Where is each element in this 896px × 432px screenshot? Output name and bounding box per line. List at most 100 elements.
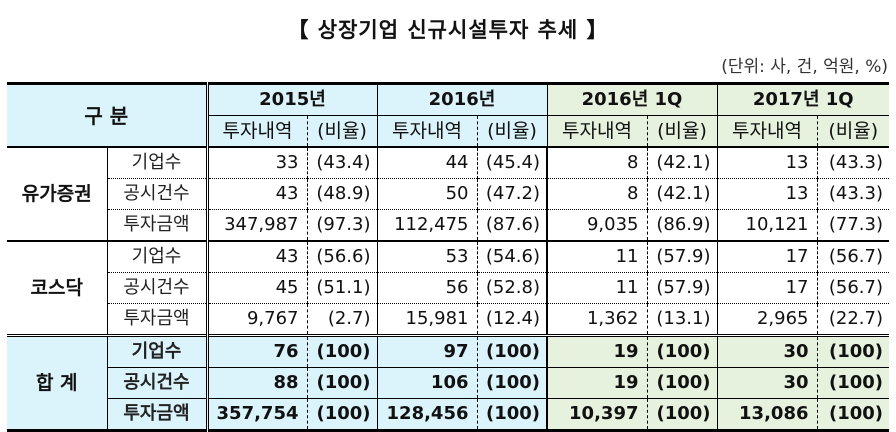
cell-amount: 43: [205, 240, 307, 273]
table-row: 투자금액 357,754 (100) 128,456 (100) 10,397 …: [7, 398, 889, 431]
cell-ratio: (100): [816, 367, 889, 399]
row-label: 기업수: [107, 334, 207, 368]
cell-ratio: (54.6): [476, 240, 547, 273]
cell-amount: 347,987: [205, 209, 307, 241]
investment-table: 구 분 2015년 2016년 2016년 1Q 2017년 1Q 투자내역 (…: [7, 82, 889, 432]
group-label-total: 합 계: [7, 334, 108, 431]
cell-ratio: (100): [306, 398, 377, 431]
cell-amount: 10,397: [546, 398, 647, 431]
table-row: 유가증권 기업수 33 (43.4) 44 (45.4) 8 (42.1) 13…: [7, 146, 889, 241]
cell-amount: 17: [716, 272, 817, 304]
sub-header-amount: 투자내역: [546, 115, 647, 147]
cell-ratio: (100): [306, 334, 377, 368]
cell-ratio: (13.1): [646, 303, 717, 336]
row-label: 투자금액: [107, 209, 207, 241]
cell-ratio: (22.7): [816, 303, 889, 336]
cell-ratio: (100): [476, 398, 547, 431]
sub-header-ratio: (비율): [306, 115, 377, 147]
row-label: 투자금액: [107, 303, 207, 336]
cell-amount: 357,754: [205, 398, 307, 431]
group-label-kospi: 유가증권: [7, 146, 108, 241]
cell-amount: 17: [716, 240, 817, 273]
row-label: 공시건수: [107, 178, 207, 210]
cell-amount: 88: [205, 367, 307, 399]
cell-amount: 128,456: [376, 398, 477, 431]
page-title: 【 상장기업 신규시설투자 추세 】: [287, 18, 609, 42]
sub-header-amount: 투자내역: [376, 115, 477, 147]
cell-ratio: (100): [816, 398, 889, 431]
cell-ratio: (100): [646, 334, 717, 368]
cell-ratio: (47.2): [476, 178, 547, 210]
cell-amount: 15,981: [376, 303, 477, 336]
cell-amount: 11: [546, 272, 647, 304]
cell-amount: 97: [376, 334, 477, 368]
cell-ratio: (100): [646, 398, 717, 431]
cell-amount: 2,965: [716, 303, 817, 336]
cell-amount: 43: [205, 178, 307, 210]
cell-ratio: (51.1): [306, 272, 377, 304]
cell-ratio: (56.7): [816, 240, 889, 273]
cell-ratio: (100): [646, 367, 717, 399]
cell-amount: 1,362: [546, 303, 647, 336]
cell-ratio: (45.4): [476, 146, 547, 179]
cell-amount: 56: [376, 272, 477, 304]
cell-ratio: (100): [816, 334, 889, 368]
row-label: 공시건수: [107, 367, 207, 399]
cell-ratio: (12.4): [476, 303, 547, 336]
cell-amount: 11: [546, 240, 647, 273]
cell-ratio: (42.1): [646, 146, 717, 179]
table-row: 공시건수 43 (48.9) 50 (47.2) 8 (42.1) 13 (43…: [7, 178, 889, 210]
cell-amount: 13: [716, 178, 817, 210]
table-row: 공시건수 45 (51.1) 56 (52.8) 11 (57.9) 17 (5…: [7, 272, 889, 304]
cell-amount: 44: [376, 146, 477, 179]
cell-amount: 76: [205, 334, 307, 368]
cell-ratio: (97.3): [306, 209, 377, 241]
group-label-kosdaq: 코스닥: [7, 240, 108, 336]
sub-header-ratio: (비율): [646, 115, 717, 147]
cell-amount: 33: [205, 146, 307, 179]
sub-header-ratio: (비율): [476, 115, 547, 147]
cell-ratio: (87.6): [476, 209, 547, 241]
cell-amount: 19: [546, 334, 647, 368]
sub-header-amount: 투자내역: [716, 115, 817, 147]
table-row: 투자금액 9,767 (2.7) 15,981 (12.4) 1,362 (13…: [7, 303, 889, 336]
cell-amount: 19: [546, 367, 647, 399]
cell-ratio: (57.9): [646, 240, 717, 273]
period-header-2015: 2015년: [205, 83, 377, 116]
cell-ratio: (43.3): [816, 178, 889, 210]
table-row: 투자금액 347,987 (97.3) 112,475 (87.6) 9,035…: [7, 209, 889, 241]
table-row: 공시건수 88 (100) 106 (100) 19 (100) 30 (100…: [7, 367, 889, 399]
cell-amount: 9,767: [205, 303, 307, 336]
cell-amount: 13,086: [716, 398, 817, 431]
sub-header-ratio: (비율): [816, 115, 889, 147]
cell-amount: 9,035: [546, 209, 647, 241]
cell-ratio: (100): [476, 367, 547, 399]
sub-header-amount: 투자내역: [205, 115, 307, 147]
cell-amount: 8: [546, 146, 647, 179]
period-header-2016: 2016년: [376, 83, 547, 116]
table-row: 코스닥 기업수 43 (56.6) 53 (54.6) 11 (57.9) 17…: [7, 240, 889, 336]
row-label: 공시건수: [107, 272, 207, 304]
cell-ratio: (56.7): [816, 272, 889, 304]
cell-ratio: (52.8): [476, 272, 547, 304]
cell-ratio: (100): [306, 367, 377, 399]
cell-amount: 8: [546, 178, 647, 210]
period-header-2017-1q: 2017년 1Q: [716, 83, 889, 116]
cell-ratio: (2.7): [306, 303, 377, 336]
cell-ratio: (48.9): [306, 178, 377, 210]
cell-amount: 106: [376, 367, 477, 399]
period-header-2016-1q: 2016년 1Q: [546, 83, 717, 116]
table-row: 합 계 기업수 76 (100) 97 (100) 19 (100) 30 (1…: [7, 334, 889, 431]
cell-ratio: (57.9): [646, 272, 717, 304]
cell-amount: 112,475: [376, 209, 477, 241]
cell-amount: 30: [716, 334, 817, 368]
cell-ratio: (100): [476, 334, 547, 368]
cell-ratio: (56.6): [306, 240, 377, 273]
cell-amount: 13: [716, 146, 817, 179]
row-label: 기업수: [107, 240, 207, 273]
cell-amount: 45: [205, 272, 307, 304]
cell-ratio: (43.4): [306, 146, 377, 179]
cell-amount: 30: [716, 367, 817, 399]
cell-ratio: (42.1): [646, 178, 717, 210]
cell-ratio: (43.3): [816, 146, 889, 179]
